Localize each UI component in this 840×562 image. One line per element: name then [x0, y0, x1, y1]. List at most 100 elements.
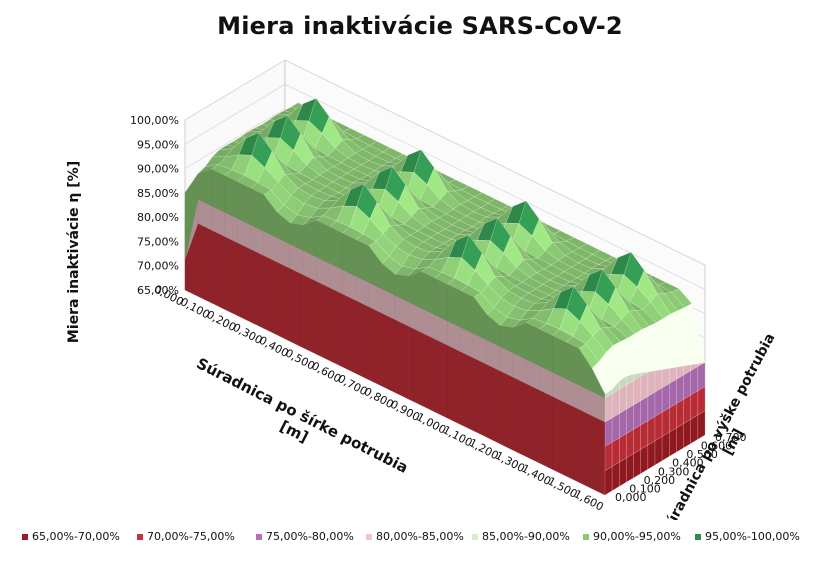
side-face-patch [661, 407, 670, 437]
side-face-patch [611, 413, 620, 443]
front-face-patch [276, 261, 291, 342]
y-tick-label: 0,400 [672, 457, 704, 470]
front-face-patch [434, 277, 448, 322]
side-face-patch [647, 416, 656, 446]
front-face-patch [224, 236, 238, 316]
side-face-patch [647, 440, 656, 470]
side-face-patch [647, 391, 656, 421]
front-face-patch [302, 220, 317, 258]
z-tick-label: 75,00% [137, 235, 179, 248]
z-gridline [184, 59, 706, 266]
front-face-patch [211, 229, 225, 310]
side-face-patch [611, 437, 620, 467]
legend-label: 85,00%-90,00% [482, 530, 570, 543]
z-tick-label: 65,00% [137, 284, 179, 297]
front-face-patch [565, 341, 579, 386]
front-face-patch [499, 370, 514, 451]
side-face-patch [647, 370, 656, 397]
front-face-patch [552, 335, 566, 379]
front-face-patch [552, 396, 566, 477]
surface [184, 98, 706, 496]
front-face-patch [526, 383, 540, 464]
side-face-patch [661, 383, 670, 413]
side-face-patch [669, 403, 677, 433]
side-face-patch [654, 387, 663, 417]
front-face-patch [421, 332, 435, 412]
z-tick-label: 100,00% [130, 114, 179, 127]
front-face-patch [578, 409, 593, 489]
y-tick-label: 0,000 [615, 491, 647, 504]
side-face-patch [626, 453, 634, 483]
legend-label: 90,00%-95,00% [593, 530, 681, 543]
side-face-patch [690, 390, 699, 420]
surface-plot: 65,00% 70,00% 75,00% 80,00% 85,00% 90,00% 95,0… [66, 59, 779, 520]
legend-swatch [472, 533, 478, 540]
front-face-patch [512, 377, 527, 457]
front-face-patch [512, 322, 527, 360]
side-face-patch [604, 441, 613, 471]
side-face-patch [619, 433, 627, 463]
z-tick-label: 80,00% [137, 211, 179, 224]
side-face-patch [661, 431, 670, 461]
front-face-patch [250, 188, 264, 232]
front-face-patch [473, 357, 488, 438]
side-face-patch [669, 427, 677, 457]
front-face-patch [565, 402, 579, 483]
front-face-patch [237, 242, 251, 323]
front-face-patch [302, 274, 317, 355]
legend-label: 70,00%-75,00% [147, 530, 235, 543]
front-face-patch [421, 271, 435, 315]
side-face-patch [683, 394, 691, 424]
y-tick-label: 0,300 [658, 465, 690, 478]
side-face-patch [626, 380, 634, 410]
front-face-patch [329, 226, 343, 270]
front-face-patch [329, 287, 343, 368]
side-face-patch [640, 396, 649, 426]
front-face-patch [486, 364, 501, 445]
legend-swatch [583, 533, 589, 540]
side-face-patch [626, 404, 634, 434]
front-face-patch [368, 306, 383, 387]
side-face-patch [619, 457, 627, 487]
chart-title: Miera inaktivácie SARS-CoV-2 [217, 12, 623, 40]
y-tick-label: 0,700 [715, 431, 747, 444]
front-face-patch [197, 168, 212, 206]
legend-swatch [366, 533, 372, 540]
side-face-patch [604, 466, 613, 496]
front-face-patch [211, 168, 225, 213]
side-face-patch [683, 419, 691, 449]
y-tick-label: 0,200 [644, 474, 676, 487]
legend-label: 75,00%-80,00% [266, 530, 354, 543]
legend-swatch [22, 533, 28, 540]
front-face-patch [224, 175, 238, 219]
z-tick-label: 90,00% [137, 163, 179, 176]
front-face-patch [460, 290, 474, 335]
y-tick-label: 0,600 [701, 440, 733, 453]
side-face-patch [633, 424, 641, 454]
legend-label: 95,00%-100,00% [705, 530, 800, 543]
front-face-patch [447, 284, 461, 328]
legend-swatch [137, 533, 143, 540]
front-face-patch [237, 181, 251, 226]
legend-item: 90,00%-95,00% [583, 530, 681, 543]
side-face-patch [633, 376, 641, 406]
side-face-patch [619, 384, 627, 414]
side-face-patch [676, 399, 684, 429]
front-face-patch [355, 239, 369, 283]
legend-item: 70,00%-75,00% [137, 530, 235, 543]
side-face-patch [697, 410, 706, 440]
front-face-patch [407, 325, 422, 406]
z-tick-label: 85,00% [137, 187, 179, 200]
front-face-patch [355, 300, 369, 380]
side-face-patch [697, 386, 706, 416]
front-face-patch [460, 351, 474, 432]
legend-label: 80,00%-85,00% [376, 530, 464, 543]
side-face-patch [669, 379, 677, 409]
side-face-patch [697, 362, 706, 391]
side-face-patch [640, 444, 649, 474]
side-face-patch [654, 411, 663, 441]
side-face-patch [690, 366, 699, 396]
side-face-patch [633, 400, 641, 430]
front-face-patch [539, 389, 553, 470]
side-face-patch [619, 409, 627, 439]
